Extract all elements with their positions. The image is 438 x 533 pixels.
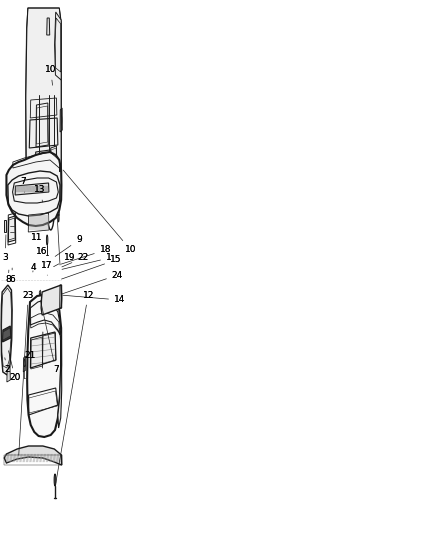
Polygon shape bbox=[7, 152, 61, 226]
Circle shape bbox=[46, 235, 48, 245]
Circle shape bbox=[42, 297, 43, 303]
Text: 17: 17 bbox=[41, 261, 53, 270]
Polygon shape bbox=[55, 12, 61, 80]
Polygon shape bbox=[4, 446, 62, 465]
Polygon shape bbox=[26, 8, 61, 210]
Text: 21: 21 bbox=[24, 351, 35, 367]
Text: 11: 11 bbox=[31, 233, 42, 248]
Polygon shape bbox=[58, 328, 62, 428]
Text: 4: 4 bbox=[31, 263, 36, 272]
Text: 3: 3 bbox=[3, 254, 8, 262]
Text: 6: 6 bbox=[9, 268, 15, 285]
Text: 14: 14 bbox=[63, 295, 125, 304]
Text: 14: 14 bbox=[114, 295, 125, 304]
Text: 23: 23 bbox=[19, 290, 34, 455]
Polygon shape bbox=[15, 183, 49, 195]
Circle shape bbox=[53, 297, 54, 303]
Text: 12: 12 bbox=[82, 290, 94, 300]
Text: 2: 2 bbox=[4, 358, 10, 375]
Text: 19: 19 bbox=[64, 254, 75, 262]
Text: 7: 7 bbox=[20, 177, 26, 187]
Polygon shape bbox=[7, 366, 10, 382]
Text: 12: 12 bbox=[56, 290, 94, 483]
Text: 10: 10 bbox=[45, 66, 57, 85]
Polygon shape bbox=[8, 216, 15, 242]
Polygon shape bbox=[1, 285, 12, 375]
Circle shape bbox=[58, 214, 59, 222]
Polygon shape bbox=[30, 332, 56, 368]
Polygon shape bbox=[41, 285, 62, 315]
Circle shape bbox=[47, 297, 48, 303]
Text: 2: 2 bbox=[4, 366, 10, 375]
Text: 23: 23 bbox=[23, 290, 34, 300]
Text: 19: 19 bbox=[53, 254, 75, 266]
Text: 4: 4 bbox=[31, 263, 36, 272]
Circle shape bbox=[53, 367, 61, 423]
Text: 9: 9 bbox=[55, 236, 82, 256]
Text: 11: 11 bbox=[31, 233, 42, 243]
Text: 6: 6 bbox=[9, 276, 15, 285]
Polygon shape bbox=[50, 146, 57, 172]
Text: 16: 16 bbox=[36, 247, 48, 262]
Text: 24: 24 bbox=[112, 271, 123, 279]
Text: 17: 17 bbox=[41, 261, 53, 275]
Circle shape bbox=[45, 297, 46, 303]
Polygon shape bbox=[3, 326, 11, 342]
Circle shape bbox=[57, 297, 58, 303]
Text: 10: 10 bbox=[45, 66, 57, 75]
Polygon shape bbox=[27, 295, 61, 437]
Text: 1: 1 bbox=[106, 254, 112, 262]
Text: 18: 18 bbox=[100, 246, 111, 254]
Text: 10: 10 bbox=[63, 170, 137, 254]
Text: 24: 24 bbox=[61, 271, 123, 294]
Text: 8: 8 bbox=[5, 276, 11, 285]
Text: 16: 16 bbox=[36, 247, 48, 256]
Circle shape bbox=[51, 297, 52, 303]
Polygon shape bbox=[47, 18, 50, 35]
Text: 8: 8 bbox=[5, 270, 11, 285]
Text: 1: 1 bbox=[62, 254, 112, 269]
Circle shape bbox=[55, 297, 56, 303]
Text: 15: 15 bbox=[110, 255, 121, 264]
Text: 13: 13 bbox=[34, 185, 46, 195]
Text: 22: 22 bbox=[77, 254, 88, 262]
Text: 7: 7 bbox=[20, 177, 26, 192]
Text: 7: 7 bbox=[41, 301, 59, 375]
Text: 22: 22 bbox=[62, 254, 88, 267]
Text: 10: 10 bbox=[125, 246, 137, 254]
Text: 20: 20 bbox=[9, 374, 21, 383]
Text: 21: 21 bbox=[24, 351, 35, 359]
Circle shape bbox=[49, 297, 50, 303]
Circle shape bbox=[54, 474, 56, 486]
Text: 13: 13 bbox=[34, 185, 46, 202]
Text: 7: 7 bbox=[53, 366, 59, 375]
Text: 20: 20 bbox=[8, 351, 21, 383]
Text: 9: 9 bbox=[76, 236, 82, 245]
Text: 3: 3 bbox=[3, 235, 8, 262]
Text: 18: 18 bbox=[61, 246, 111, 264]
Polygon shape bbox=[3, 328, 10, 340]
Circle shape bbox=[50, 167, 51, 177]
Polygon shape bbox=[4, 220, 6, 232]
Text: 15: 15 bbox=[61, 255, 121, 279]
